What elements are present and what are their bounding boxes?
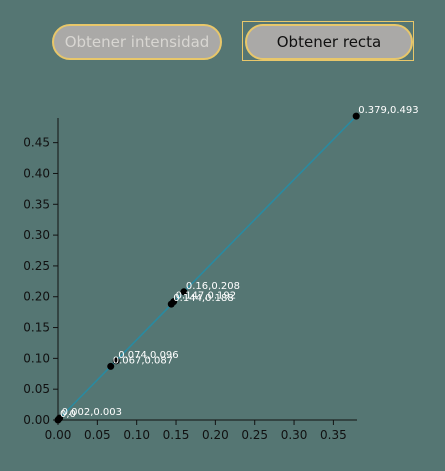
x-tick-label: 0.35 <box>320 428 347 442</box>
y-tick-label: 0.45 <box>23 136 50 150</box>
point-label: 0.144,0.188 <box>173 293 233 304</box>
x-tick-label: 0.15 <box>163 428 190 442</box>
y-tick-label: 0.05 <box>23 382 50 396</box>
point-label: 0.074,0.096 <box>118 350 178 361</box>
x-tick-label: 0.25 <box>241 428 268 442</box>
x-tick-label: 0.20 <box>202 428 229 442</box>
point-label: 0.379,0.493 <box>358 105 418 116</box>
fit-line-group <box>57 115 357 421</box>
point-label: 0.16,0.208 <box>186 281 240 292</box>
y-tick-label: 0.10 <box>23 351 50 365</box>
y-tick-label: 0.15 <box>23 321 50 335</box>
x-tick-label: 0.10 <box>123 428 150 442</box>
focus-frame <box>242 21 414 61</box>
point-label: 0.067,0.087 <box>113 355 173 366</box>
point-label: 0.002,0.003 <box>62 407 122 418</box>
point-label: 0.147,0.192 <box>176 291 236 302</box>
point-label: 0,0 <box>60 409 76 420</box>
data-point <box>180 288 188 296</box>
y-tick-label: 0.30 <box>23 228 50 242</box>
y-tick-label: 0.00 <box>23 413 50 427</box>
y-tick-label: 0.20 <box>23 290 50 304</box>
fit-line <box>57 115 357 421</box>
x-tick-label: 0.30 <box>281 428 308 442</box>
points-group <box>54 112 360 424</box>
data-point <box>112 357 120 365</box>
data-point <box>56 414 64 422</box>
y-tick-label: 0.40 <box>23 166 50 180</box>
axes: 0.00 0.05 0.10 0.15 0.20 0.25 0.30 0.35 0.00 0.05… <box>23 118 357 442</box>
obtener-intensidad-button[interactable]: Obtener intensidad <box>52 24 222 60</box>
y-tick-label: 0.25 <box>23 259 50 273</box>
data-point <box>107 362 115 370</box>
data-point <box>170 298 178 306</box>
x-tick-label: 0.00 <box>45 428 72 442</box>
x-tick-label: 0.05 <box>84 428 111 442</box>
obtener-recta-button[interactable]: Obtener recta <box>245 24 413 60</box>
y-tick-label: 0.35 <box>23 197 50 211</box>
data-point <box>352 112 360 120</box>
